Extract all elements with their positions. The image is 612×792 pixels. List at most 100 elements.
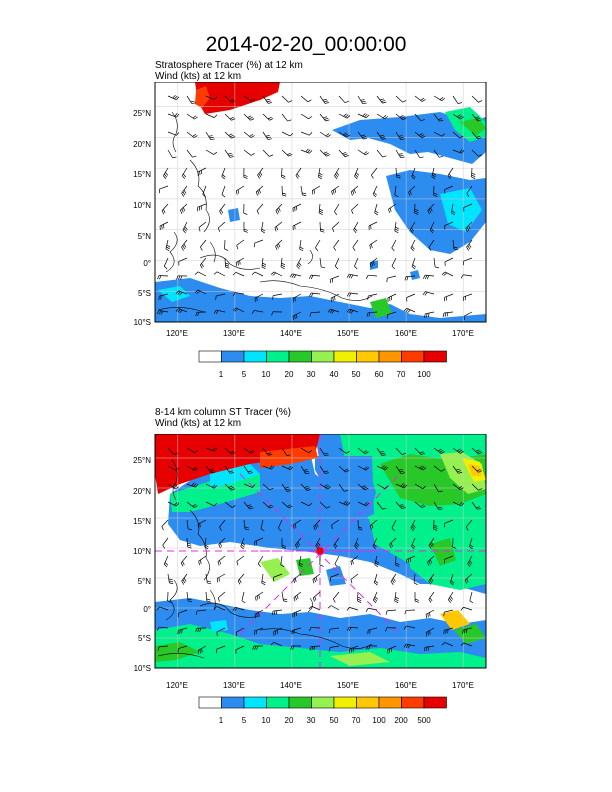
wind-barb	[319, 113, 330, 122]
tracer-region	[210, 620, 228, 632]
wind-barb	[333, 537, 340, 549]
wind-barb	[157, 645, 169, 651]
lat-label: 5°S	[138, 289, 151, 298]
colorbar-swatch	[221, 696, 245, 709]
wind-barb	[433, 95, 446, 102]
wind-barb	[237, 573, 245, 585]
wind-barb	[281, 167, 286, 179]
wind-barb	[357, 113, 370, 119]
wind-barb	[300, 465, 310, 475]
wind-barb	[181, 573, 188, 585]
tracer-region	[370, 298, 392, 318]
wind-barb	[471, 465, 483, 473]
wind-barb	[232, 606, 245, 612]
wind-barb	[205, 483, 218, 489]
colorbar-label: 70	[397, 370, 406, 379]
tracer-region	[296, 558, 314, 576]
wind-barb	[281, 465, 294, 471]
wind-barb	[275, 239, 283, 251]
wind-barb	[411, 257, 416, 270]
wind-barb	[387, 645, 397, 654]
lon-label: 150°E	[337, 329, 359, 338]
wind-barb	[447, 167, 454, 179]
wind-barb	[376, 501, 387, 510]
wind-barb	[351, 203, 359, 215]
wind-barb	[353, 221, 359, 234]
colorbar-swatch	[423, 350, 447, 363]
wind-barb	[327, 605, 340, 611]
wind-barb	[215, 293, 226, 300]
wind-barb	[181, 167, 188, 180]
tracer-region	[158, 286, 190, 302]
wind-barb	[372, 537, 378, 550]
wind-barb	[202, 185, 207, 198]
wind-barb	[281, 131, 294, 137]
wind-barb	[449, 573, 455, 586]
wind-barb	[243, 149, 255, 156]
wind-barb	[451, 203, 456, 216]
wind-barb	[167, 483, 179, 490]
wind-barb	[254, 293, 264, 303]
wind-barb	[471, 113, 482, 122]
wind-barb	[319, 483, 331, 490]
wind-barb	[433, 149, 444, 158]
wind-barb	[167, 131, 180, 136]
wind-barb	[296, 257, 302, 270]
wind-barb	[429, 221, 435, 234]
wind-barb	[218, 537, 226, 549]
colorbar-swatch	[333, 696, 357, 709]
wind-barb	[315, 537, 321, 550]
wind-barb	[319, 95, 330, 104]
tracer-region	[454, 624, 486, 644]
wind-barb	[255, 591, 264, 601]
wind-barb	[444, 293, 454, 302]
wind-barb	[395, 149, 405, 159]
wind-barb	[444, 185, 454, 194]
wind-barb	[224, 131, 236, 139]
colorbar-swatch	[423, 696, 447, 709]
panel2-label-line1: 8-14 km column ST Tracer (%)	[155, 407, 291, 418]
tracer-region	[440, 610, 470, 630]
wind-barb	[376, 149, 387, 158]
wind-barb	[309, 627, 321, 632]
wind-barb	[410, 519, 416, 532]
wind-barb	[433, 257, 440, 269]
wind-barb	[232, 292, 245, 297]
wind-barb	[319, 555, 324, 567]
colorbar-label: 30	[307, 716, 316, 725]
wind-barb	[395, 555, 400, 567]
wind-barb	[395, 447, 406, 456]
wind-barb	[224, 239, 229, 251]
tracer-region	[260, 446, 318, 468]
wind-barb	[260, 519, 265, 532]
wind-barb	[395, 483, 408, 489]
tracer-region	[228, 208, 240, 222]
wind-barb	[243, 519, 250, 531]
wind-barb	[217, 221, 226, 232]
wind-barb	[216, 627, 226, 636]
wind-barb	[224, 501, 236, 508]
wind-barb	[251, 271, 264, 277]
wind-barb	[198, 221, 207, 232]
lon-label: 130°E	[223, 681, 245, 690]
wind-barb	[300, 501, 313, 507]
wind-barb	[414, 95, 426, 102]
wind-barb	[180, 203, 188, 214]
wind-barb	[346, 626, 359, 632]
wind-barb	[376, 95, 387, 104]
wind-barb	[428, 537, 435, 549]
wind-barb	[369, 239, 378, 250]
wind-barb	[213, 271, 226, 277]
wind-barb	[433, 519, 438, 531]
wind-barb	[413, 573, 418, 586]
wind-barb	[178, 609, 188, 618]
wind-barb	[357, 501, 370, 507]
wind-barb	[205, 573, 212, 585]
wind-barb	[389, 537, 397, 549]
wind-barb	[465, 221, 473, 233]
wind-barb	[256, 203, 264, 215]
wind-barb	[224, 149, 235, 158]
wind-barb	[349, 645, 359, 654]
wind-barb	[334, 555, 340, 568]
colorbar-label: 10	[262, 716, 271, 725]
